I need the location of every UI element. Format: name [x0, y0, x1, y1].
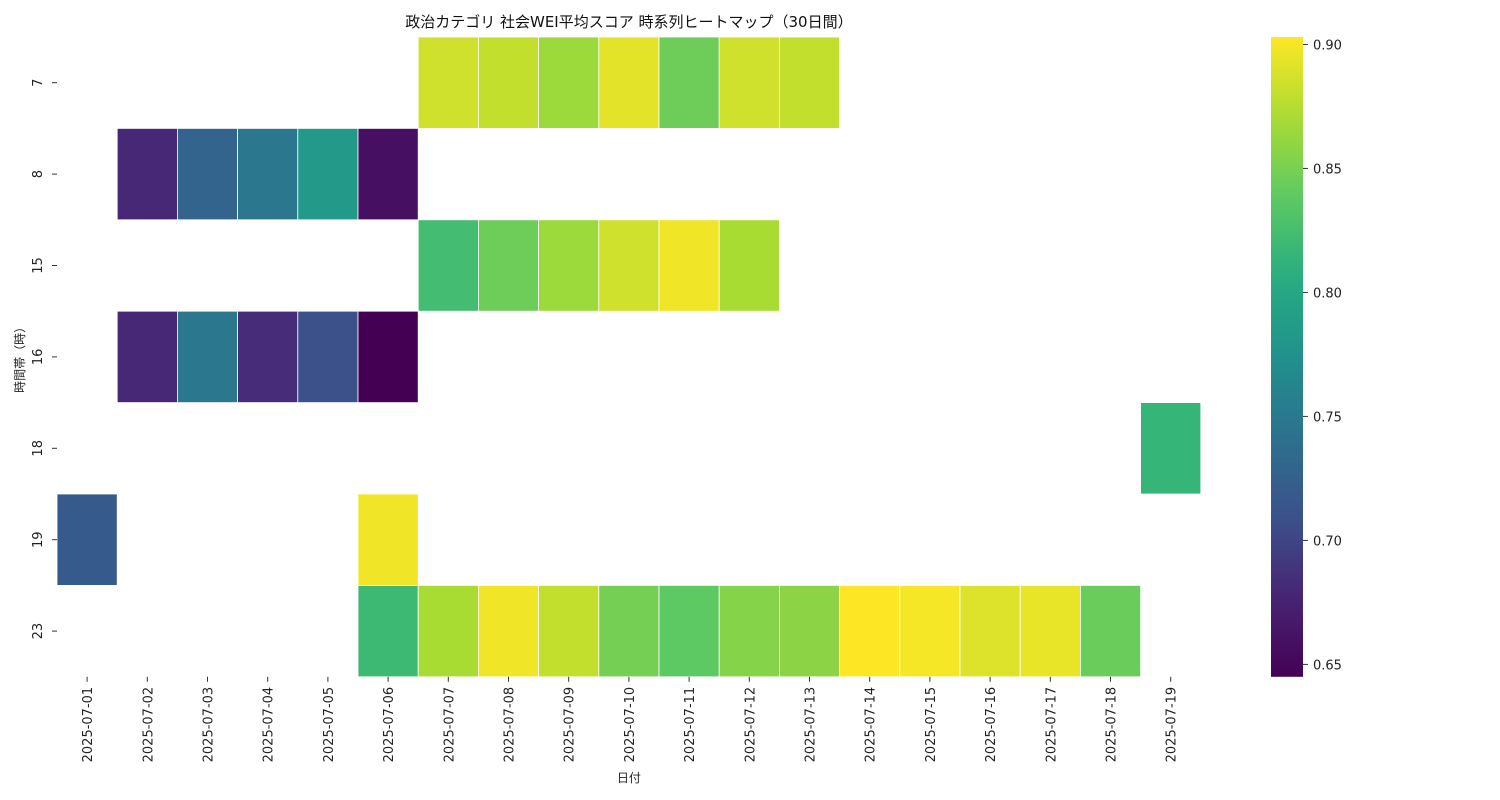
heatmap-cell: [417, 585, 479, 678]
heatmap-cell: [538, 219, 600, 312]
heatmap-cell: [718, 219, 780, 312]
y-tick-label: 15: [31, 257, 46, 274]
x-tick-label: 2025-07-12: [743, 687, 758, 763]
heatmap-cell: [56, 493, 118, 586]
heatmap-cell: [116, 127, 178, 221]
x-tick-label: 2025-07-17: [1044, 687, 1059, 763]
x-tick-label: 2025-07-01: [81, 687, 96, 763]
x-tick-label: 2025-07-16: [984, 687, 999, 763]
heatmap-cell: [658, 585, 720, 678]
x-tick-label: 2025-07-05: [322, 687, 337, 763]
heatmap-cell: [417, 36, 479, 129]
heatmap-cell: [477, 219, 539, 312]
heatmap-cell: [237, 127, 299, 221]
x-tick-label: 2025-07-11: [683, 687, 698, 763]
x-tick-label: 2025-07-04: [262, 687, 277, 763]
x-tick-label: 2025-07-07: [442, 687, 457, 763]
colorbar: [1271, 37, 1303, 677]
y-tick-label: 16: [31, 349, 46, 366]
x-axis-title: 日付: [617, 771, 641, 785]
heatmap-cell: [237, 310, 299, 404]
chart-title: 政治カテゴリ 社会WEI平均スコア 時系列ヒートマップ（30日間）: [405, 13, 852, 31]
heatmap-cell: [718, 36, 780, 129]
heatmap-cell: [718, 585, 780, 678]
colorbar-tick-label: 0.80: [1313, 286, 1342, 301]
colorbar-tick-label: 0.65: [1313, 658, 1342, 673]
y-tick-label: 8: [31, 170, 46, 178]
heatmap-cell: [538, 36, 600, 129]
y-tick-label: 19: [31, 531, 46, 548]
heatmap-cell: [839, 585, 901, 678]
heatmap-cell: [779, 585, 841, 678]
y-axis-title: 時間帯（時）: [13, 321, 27, 393]
heatmap-cell: [1140, 402, 1202, 495]
heatmap-cell: [357, 127, 419, 221]
x-tick-label: 2025-07-13: [804, 687, 819, 763]
y-axis: 7 8 15 16 18 19 23: [31, 79, 57, 640]
colorbar-tick-label: 0.70: [1313, 534, 1342, 549]
heatmap-cell: [899, 585, 961, 678]
x-tick-label: 2025-07-06: [382, 687, 397, 763]
heatmap-cell: [357, 585, 419, 678]
x-tick-label: 2025-07-14: [864, 687, 879, 763]
heatmap-cell: [477, 36, 539, 129]
colorbar-tick-label: 0.90: [1313, 38, 1342, 53]
colorbar-tick-label: 0.75: [1313, 410, 1342, 425]
heatmap-cell: [176, 127, 238, 221]
y-tick-label: 18: [31, 440, 46, 457]
y-tick-label: 7: [31, 79, 46, 87]
heatmap-cell: [1080, 585, 1142, 678]
heatmap-cell: [297, 127, 359, 221]
heatmap-cell: [1019, 585, 1081, 678]
colorbar-ticks: 0.65 0.70 0.75 0.80 0.85 0.90: [1303, 38, 1342, 673]
x-axis: 2025-07-01 2025-07-02 2025-07-03 2025-07-04…: [81, 676, 1180, 763]
heatmap-cell: [779, 36, 841, 129]
x-tick-label: 2025-07-19: [1165, 687, 1180, 763]
heatmap-cell: [538, 585, 600, 678]
heatmap-cell: [658, 36, 720, 129]
x-tick-label: 2025-07-09: [563, 687, 578, 763]
x-tick-label: 2025-07-02: [141, 687, 156, 763]
heatmap-cell: [116, 310, 178, 404]
heatmap-cell: [658, 219, 720, 312]
heatmap-cell: [357, 493, 419, 586]
heatmap-cell: [297, 310, 359, 404]
y-tick-label: 23: [31, 623, 46, 640]
heatmap-cell: [598, 36, 660, 129]
heatmap-cell: [357, 310, 419, 404]
heatmap-cell: [176, 310, 238, 404]
heatmap-cells: [56, 36, 1202, 678]
x-tick-label: 2025-07-03: [202, 687, 217, 763]
x-tick-label: 2025-07-10: [623, 687, 638, 763]
x-tick-label: 2025-07-08: [503, 687, 518, 763]
heatmap-cell: [598, 219, 660, 312]
heatmap-cell: [417, 219, 479, 312]
heatmap-cell: [598, 585, 660, 678]
x-tick-label: 2025-07-15: [924, 687, 939, 763]
colorbar-tick-label: 0.85: [1313, 162, 1342, 177]
x-tick-label: 2025-07-18: [1105, 687, 1120, 763]
heatmap-cell: [959, 585, 1021, 678]
heatmap-cell: [477, 585, 539, 678]
